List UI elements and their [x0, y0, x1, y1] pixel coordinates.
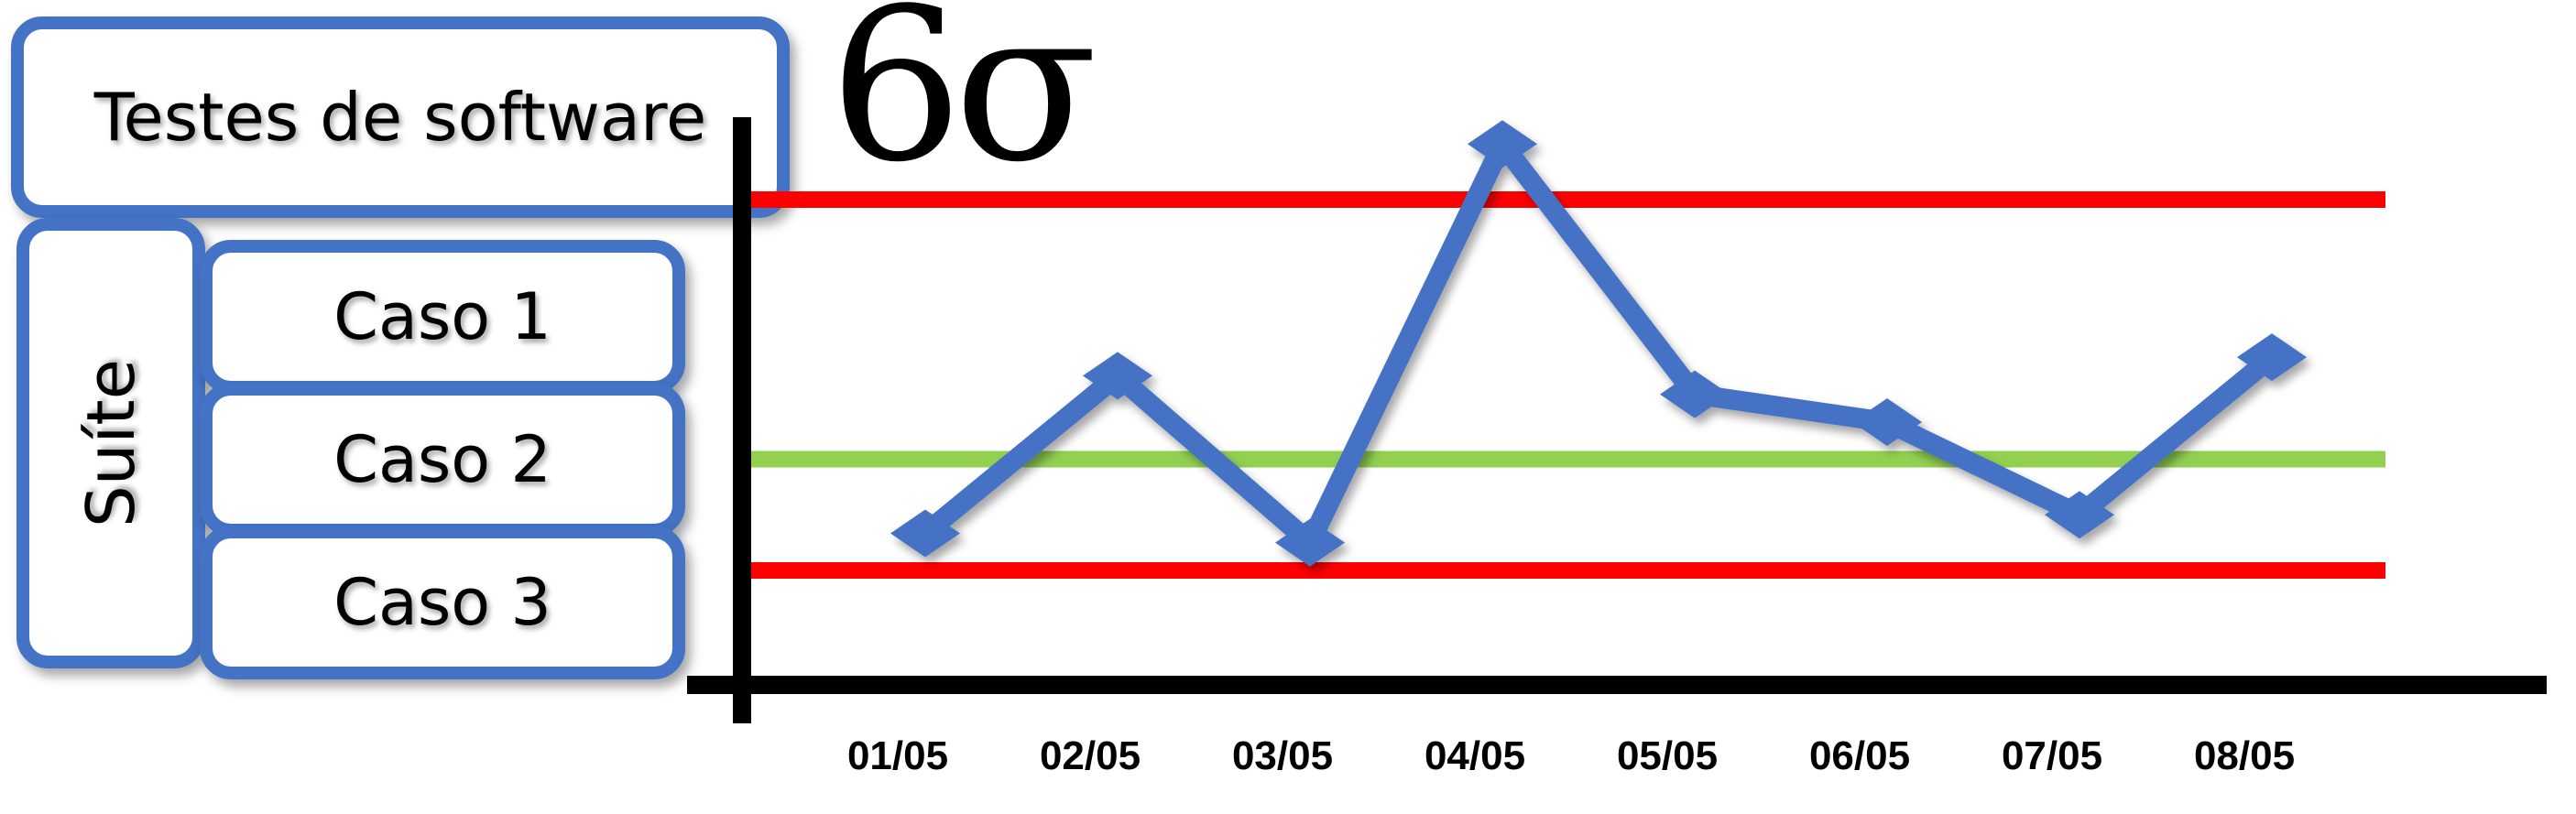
x-tick-label-6: 06/05: [1809, 733, 1910, 778]
data-point-5: [1660, 370, 1730, 418]
case-box-3: Caso 3: [200, 526, 685, 679]
case-box-2: Caso 2: [200, 383, 685, 537]
case-label-1: Caso 1: [333, 279, 551, 354]
x-tick-label-1: 01/05: [847, 733, 948, 778]
data-point-1: [890, 509, 960, 558]
x-tick-label-2: 02/05: [1040, 733, 1141, 778]
case-label-3: Caso 3: [333, 565, 551, 640]
x-tick-label-3: 03/05: [1232, 733, 1333, 778]
x-tick-label-4: 04/05: [1424, 733, 1525, 778]
suite-box: Suíte: [16, 218, 205, 668]
series-line: [919, 125, 2278, 559]
data-point-6: [1852, 398, 1922, 446]
six-sigma-symbol: 6σ: [829, 0, 1097, 209]
title-box: Testes de software: [11, 16, 790, 218]
case-label-2: Caso 2: [333, 422, 551, 497]
data-point-4: [1468, 120, 1537, 168]
data-point-8: [2237, 333, 2307, 382]
diagram-title: Testes de software: [93, 79, 707, 156]
data-point-3: [1275, 518, 1345, 567]
data-point-7: [2045, 491, 2114, 539]
x-tick-label-5: 05/05: [1617, 733, 1718, 778]
data-point-2: [1083, 352, 1152, 400]
x-tick-label-7: 07/05: [2002, 733, 2102, 778]
x-tick-label-8: 08/05: [2194, 733, 2295, 778]
